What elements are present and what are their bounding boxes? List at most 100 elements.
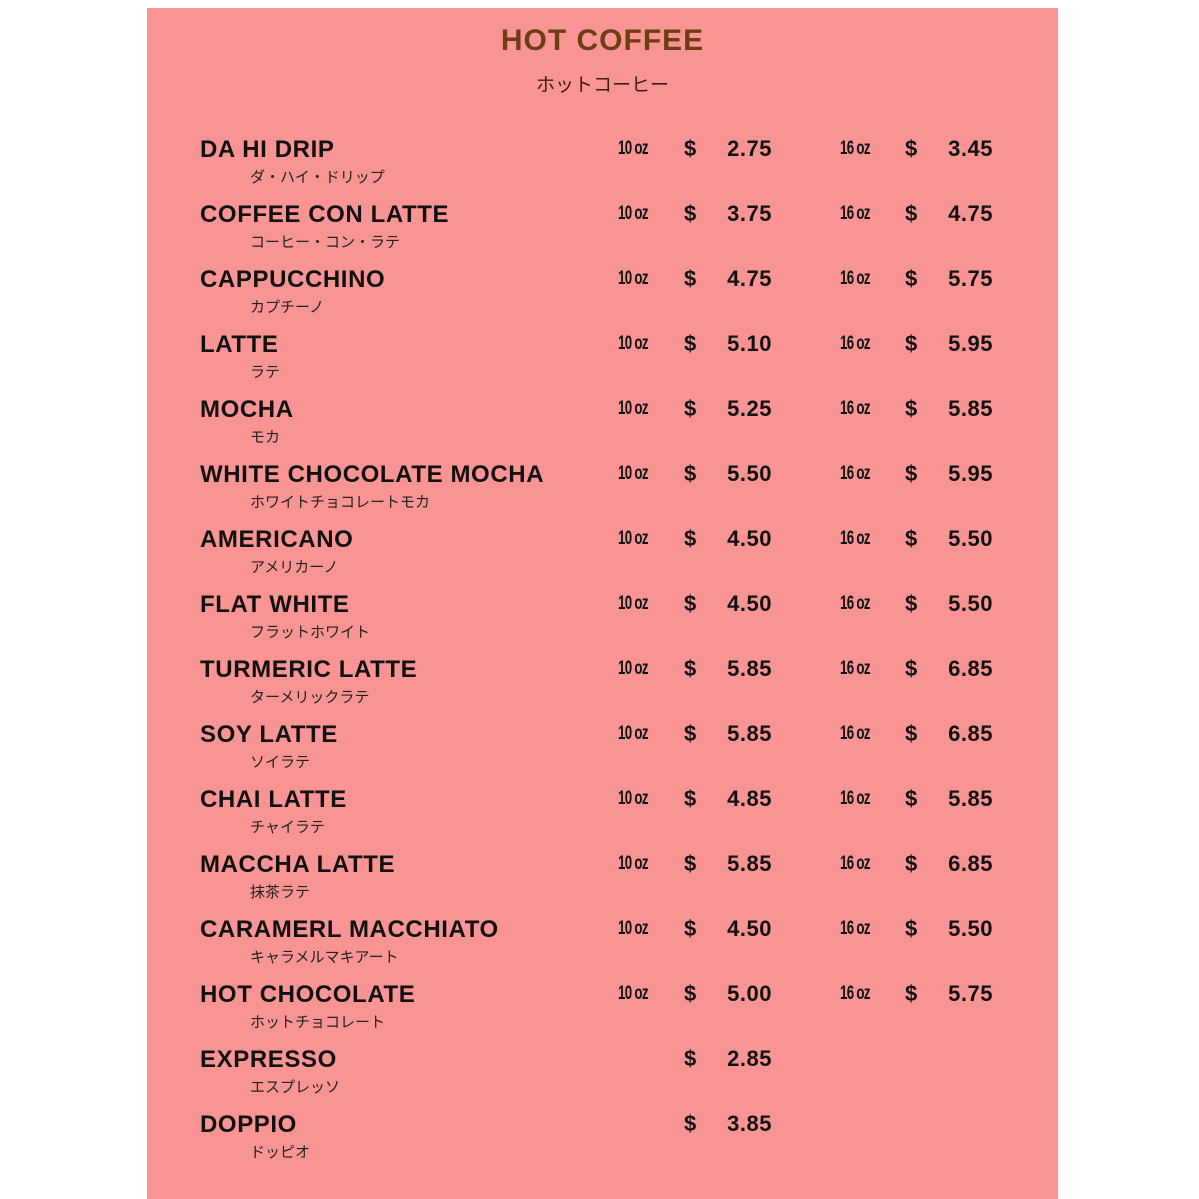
large-size: 16 oz [840, 463, 870, 484]
small-size: 10 oz [618, 723, 648, 744]
small-price: 4.85 [727, 786, 772, 811]
large-price: 5.75 [948, 981, 993, 1006]
small-size: 10 oz [618, 333, 648, 354]
small-price: 5.85 [727, 851, 772, 876]
currency-symbol: $ [905, 201, 918, 226]
small-size: 10 oz [618, 203, 648, 224]
large-size: 16 oz [840, 333, 870, 354]
item-name: SOY LATTE [200, 721, 338, 748]
large-size: 16 oz [840, 723, 870, 744]
menu-item: WHITE CHOCOLATE MOCHA ホワイトチョコレートモカ 10 oz $… [147, 453, 1058, 518]
small-price: 5.00 [727, 981, 772, 1006]
large-price: 6.85 [948, 851, 993, 876]
currency-symbol: $ [905, 331, 918, 356]
currency-symbol: $ [684, 981, 697, 1006]
item-name: CARAMERL MACCHIATO [200, 916, 499, 943]
large-price: 4.75 [948, 201, 993, 226]
currency-symbol: $ [905, 266, 918, 291]
item-japanese-name: キャラメルマキアート [250, 949, 399, 966]
item-japanese-name: 抹茶ラテ [250, 884, 311, 901]
small-size: 10 oz [618, 398, 648, 419]
large-size: 16 oz [840, 658, 870, 679]
small-size: 10 oz [618, 463, 648, 484]
currency-symbol: $ [684, 396, 697, 421]
small-size: 10 oz [618, 658, 648, 679]
item-name: AMERICANO [200, 526, 354, 553]
item-name: WHITE CHOCOLATE MOCHA [200, 461, 545, 488]
menu-item: DOPPIO ドッピオ $ 3.85 [147, 1103, 1058, 1168]
item-japanese-name: コーヒー・コン・ラテ [250, 234, 401, 251]
menu-item: CHAI LATTE チャイラテ 10 oz $ 4.85 16 oz $ 5.85 [147, 778, 1058, 843]
large-price: 5.85 [948, 786, 993, 811]
currency-symbol: $ [684, 656, 697, 681]
small-price: 5.50 [727, 461, 772, 486]
item-name: CHAI LATTE [200, 786, 347, 813]
currency-symbol: $ [905, 721, 918, 746]
menu-title: HOT COFFEE [500, 24, 705, 57]
item-name: CAPPUCCHINO [200, 266, 386, 293]
item-name: DOPPIO [200, 1111, 297, 1138]
currency-symbol: $ [684, 136, 697, 161]
small-size: 10 oz [618, 268, 648, 289]
item-japanese-name: アメリカーノ [250, 559, 339, 576]
small-price: 4.75 [727, 266, 772, 291]
large-size: 16 oz [840, 918, 870, 939]
small-price: 5.10 [727, 331, 772, 356]
menu-item: FLAT WHITE フラットホワイト 10 oz $ 4.50 16 oz $ 5.5… [147, 583, 1058, 648]
large-price: 3.45 [948, 136, 993, 161]
menu-item: MOCHA モカ 10 oz $ 5.25 16 oz $ 5.85 [147, 388, 1058, 453]
large-price: 5.50 [948, 916, 993, 941]
small-size: 10 oz [618, 983, 648, 1004]
small-size: 10 oz [618, 138, 648, 159]
small-size: 10 oz [618, 853, 648, 874]
item-japanese-name: チャイラテ [250, 819, 325, 836]
small-price: 4.50 [727, 916, 772, 941]
small-price: 3.85 [727, 1111, 772, 1136]
menu-item: DA HI DRIP ダ・ハイ・ドリップ 10 oz $ 2.75 16 oz $ 3.… [147, 128, 1058, 193]
item-name: EXPRESSO [200, 1046, 337, 1073]
large-size: 16 oz [840, 398, 870, 419]
item-japanese-name: ソイラテ [250, 754, 311, 771]
large-size: 16 oz [840, 138, 870, 159]
currency-symbol: $ [905, 851, 918, 876]
menu-subtitle: ホットコーヒー [535, 75, 669, 96]
currency-symbol: $ [684, 1046, 697, 1071]
menu-board: HOT COFFEE ホットコーヒー DA HI DRIP ダ・ハイ・ドリップ 1… [147, 8, 1058, 1199]
small-price: 2.75 [727, 136, 772, 161]
large-size: 16 oz [840, 203, 870, 224]
currency-symbol: $ [684, 851, 697, 876]
menu-item: COFFEE CON LATTE コーヒー・コン・ラテ 10 oz $ 3.75 16… [147, 193, 1058, 258]
currency-symbol: $ [905, 981, 918, 1006]
large-price: 5.75 [948, 266, 993, 291]
menu-item: HOT CHOCOLATE ホットチョコレート 10 oz $ 5.00 16 oz $… [147, 973, 1058, 1038]
currency-symbol: $ [684, 1111, 697, 1136]
menu-item: LATTE ラテ 10 oz $ 5.10 16 oz $ 5.95 [147, 323, 1058, 388]
currency-symbol: $ [905, 526, 918, 551]
item-japanese-name: ホットチョコレート [250, 1014, 386, 1031]
large-price: 5.95 [948, 331, 993, 356]
item-name: COFFEE CON LATTE [200, 201, 450, 228]
item-japanese-name: フラットホワイト [250, 624, 371, 641]
item-japanese-name: ドッピオ [250, 1144, 311, 1161]
currency-symbol: $ [905, 396, 918, 421]
item-japanese-name: ラテ [250, 364, 281, 381]
currency-symbol: $ [905, 916, 918, 941]
menu-item: CARAMERL MACCHIATO キャラメルマキアート 10 oz $ 4.50… [147, 908, 1058, 973]
currency-symbol: $ [905, 461, 918, 486]
item-name: MOCHA [200, 396, 294, 423]
currency-symbol: $ [684, 721, 697, 746]
currency-symbol: $ [684, 201, 697, 226]
menu-item: MACCHA LATTE 抹茶ラテ 10 oz $ 5.85 16 oz $ 6.85 [147, 843, 1058, 908]
currency-symbol: $ [905, 591, 918, 616]
small-size: 10 oz [618, 788, 648, 809]
item-name: FLAT WHITE [200, 591, 350, 618]
menu-item-list: DA HI DRIP ダ・ハイ・ドリップ 10 oz $ 2.75 16 oz $ 3.… [147, 128, 1058, 1168]
menu-item: CAPPUCCHINO カプチーノ 10 oz $ 4.75 16 oz $ 5.75 [147, 258, 1058, 323]
menu-item: EXPRESSO エスプレッソ $ 2.85 [147, 1038, 1058, 1103]
large-size: 16 oz [840, 528, 870, 549]
small-price: 5.85 [727, 656, 772, 681]
item-japanese-name: カプチーノ [250, 299, 325, 316]
currency-symbol: $ [684, 266, 697, 291]
small-size: 10 oz [618, 918, 648, 939]
small-price: 3.75 [727, 201, 772, 226]
